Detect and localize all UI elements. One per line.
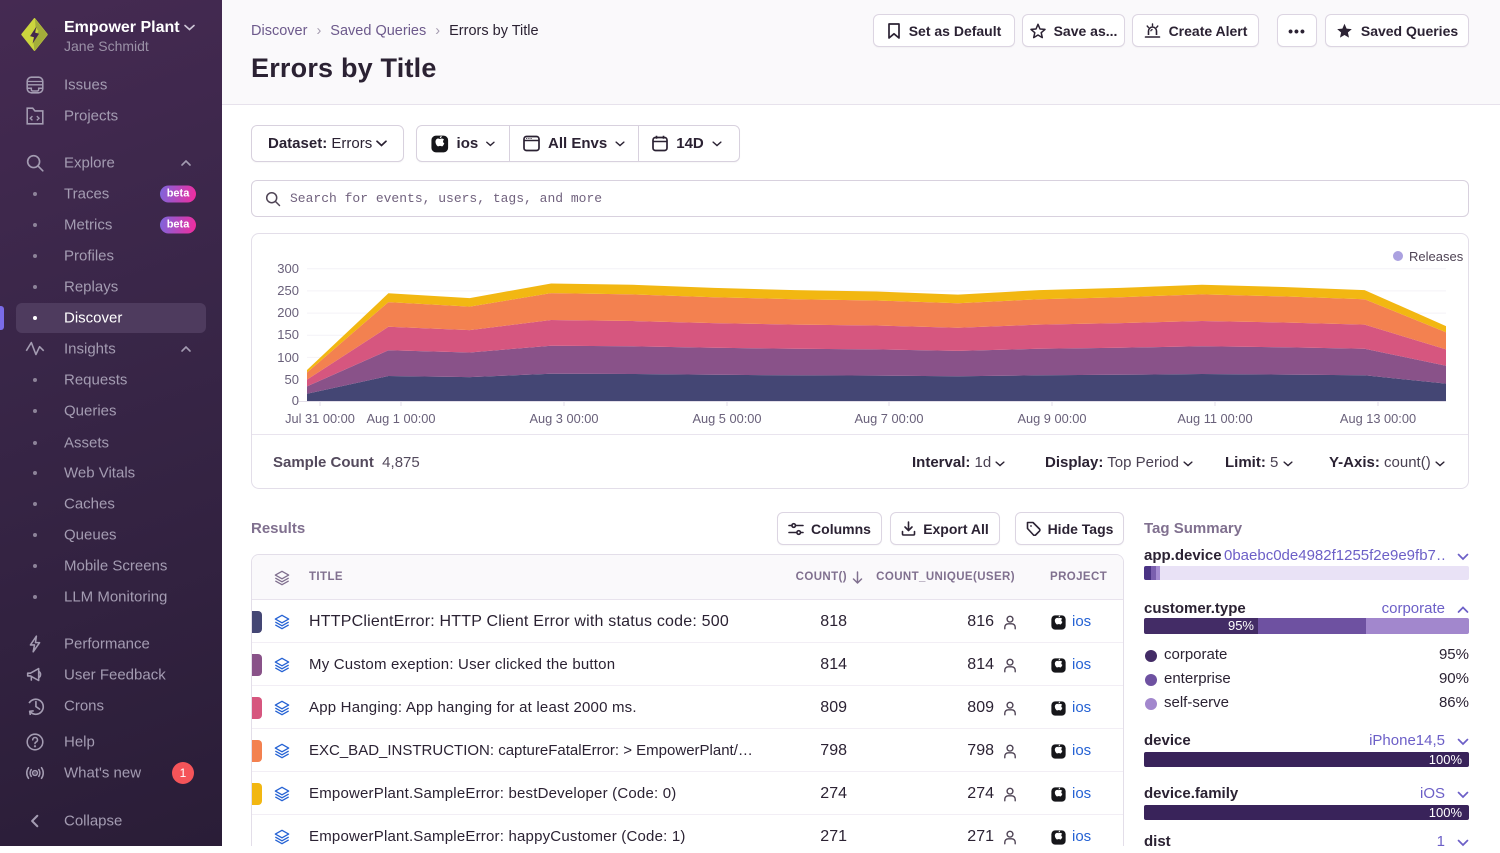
svg-text:Aug 11 00:00: Aug 11 00:00 xyxy=(1177,411,1252,426)
svg-text:Aug 5 00:00: Aug 5 00:00 xyxy=(692,411,761,426)
svg-text:0: 0 xyxy=(292,393,299,408)
svg-text:Aug 3 00:00: Aug 3 00:00 xyxy=(529,411,598,426)
svg-text:200: 200 xyxy=(277,305,299,320)
svg-text:Aug 13 00:00: Aug 13 00:00 xyxy=(1340,411,1416,426)
svg-text:100: 100 xyxy=(277,350,299,365)
svg-text:150: 150 xyxy=(277,327,299,342)
svg-text:Aug 1 00:00: Aug 1 00:00 xyxy=(366,411,435,426)
svg-text:50: 50 xyxy=(285,372,299,387)
svg-text:Aug 9 00:00: Aug 9 00:00 xyxy=(1017,411,1086,426)
svg-text:Releases: Releases xyxy=(1409,249,1464,264)
svg-text:250: 250 xyxy=(277,283,299,298)
svg-text:Jul 31 00:00: Jul 31 00:00 xyxy=(285,411,355,426)
svg-text:Aug 7 00:00: Aug 7 00:00 xyxy=(854,411,923,426)
svg-text:300: 300 xyxy=(277,261,299,276)
